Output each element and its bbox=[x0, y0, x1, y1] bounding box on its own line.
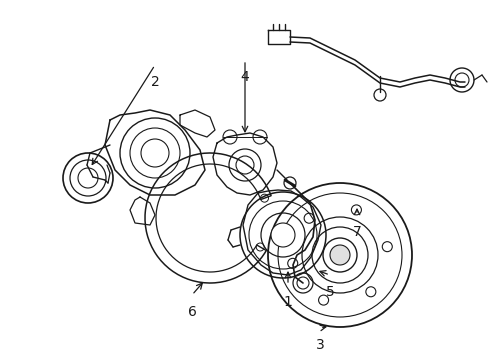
Circle shape bbox=[270, 223, 294, 247]
Text: 4: 4 bbox=[240, 70, 249, 84]
Text: 7: 7 bbox=[352, 225, 361, 239]
Text: 1: 1 bbox=[283, 295, 292, 309]
Text: 2: 2 bbox=[150, 75, 159, 89]
Text: 5: 5 bbox=[325, 285, 334, 299]
Circle shape bbox=[329, 245, 349, 265]
Text: 6: 6 bbox=[187, 305, 196, 319]
Text: 3: 3 bbox=[315, 338, 324, 352]
